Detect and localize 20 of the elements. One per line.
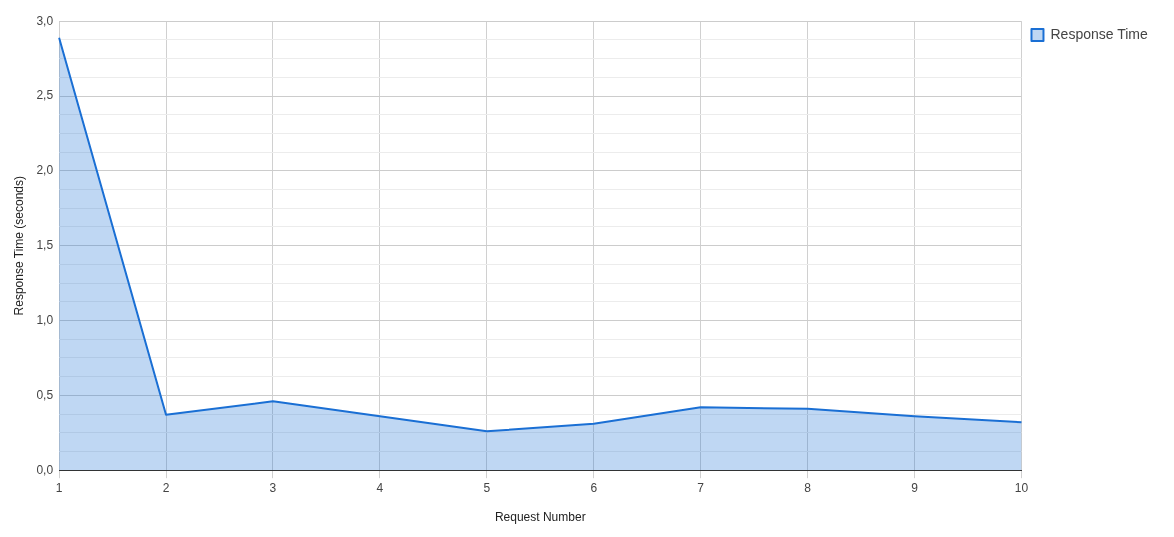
x-tick-label: 1 bbox=[55, 480, 63, 495]
y-tick-label: 1,5 bbox=[36, 238, 54, 253]
y-tick-label: 1,0 bbox=[36, 312, 54, 327]
y-axis-title: Response Time (seconds) bbox=[11, 176, 26, 316]
y-tick-label: 0,0 bbox=[36, 462, 54, 477]
x-tick-label: 2 bbox=[162, 480, 170, 495]
x-tick-label: 4 bbox=[376, 480, 384, 495]
x-tick-label: 7 bbox=[697, 480, 705, 495]
x-tick-label: 5 bbox=[483, 480, 491, 495]
x-tick-label: 3 bbox=[269, 480, 277, 495]
x-axis-title: Request Number bbox=[494, 510, 586, 525]
y-tick-label: 3,0 bbox=[36, 13, 54, 28]
y-tick-label: 0,5 bbox=[36, 387, 54, 402]
y-tick-label: 2,5 bbox=[36, 88, 54, 103]
legend-label: Response Time bbox=[1050, 25, 1148, 42]
x-tick-label: 8 bbox=[804, 480, 812, 495]
x-tick-label: 10 bbox=[1014, 480, 1029, 495]
y-tick-label: 2,0 bbox=[36, 163, 54, 178]
x-tick-label: 9 bbox=[911, 480, 919, 495]
x-tick-label: 6 bbox=[590, 480, 598, 495]
